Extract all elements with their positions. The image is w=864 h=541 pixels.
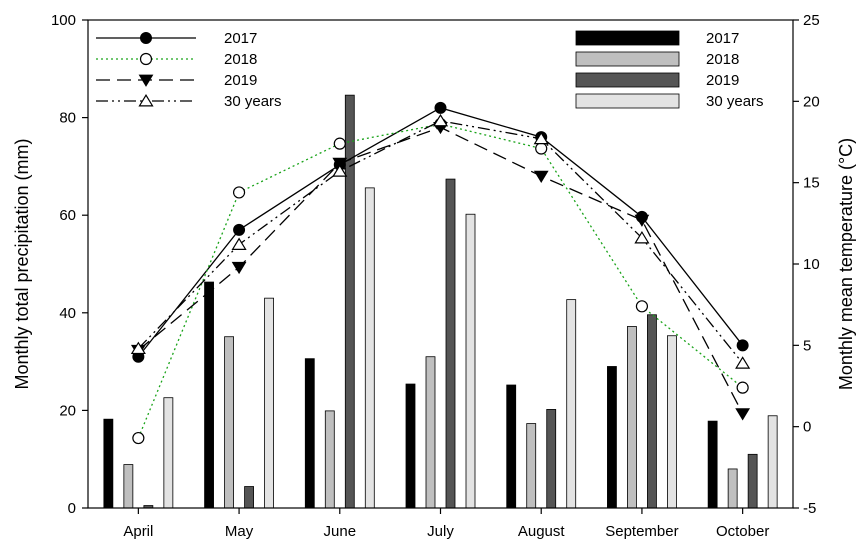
- x-tick-label-october: October: [716, 523, 769, 540]
- x-tick-label-may: May: [225, 523, 254, 540]
- bar-2017-october: [707, 420, 718, 509]
- bar-2018-september: [627, 326, 637, 509]
- bar-2017-august: [506, 384, 517, 509]
- legend-label-line-2017: 2017: [224, 30, 257, 47]
- bar-30-years-august: [566, 299, 577, 509]
- legend-label-bar-2019: 2019: [706, 72, 739, 89]
- point-2019-august: [533, 170, 549, 183]
- point-2019-may: [231, 261, 247, 275]
- y-right-tick-label: 25: [803, 12, 820, 29]
- point-30-years-september: [634, 230, 650, 244]
- bar-30-years-october: [767, 415, 778, 509]
- point-2018-august: [535, 142, 548, 155]
- y-right-tick-label: 15: [803, 175, 820, 192]
- bar-2019-july: [445, 178, 456, 509]
- point-2019-june: [332, 157, 348, 170]
- bar-2019-may: [244, 486, 254, 509]
- point-30-years-june: [332, 164, 348, 177]
- bar-2018-october: [727, 468, 738, 509]
- bar-30-years-september: [667, 335, 677, 509]
- point-2018-may: [232, 186, 246, 199]
- bar-2017-july: [405, 383, 416, 509]
- legend-swatch-2018: [575, 51, 680, 67]
- y-left-tick-label: 60: [59, 207, 76, 224]
- legend-label-line-30-years: 30 years: [224, 93, 282, 110]
- point-2017-october: [736, 339, 749, 352]
- y-left-tick-label: 20: [59, 402, 76, 419]
- legend-marker-2018: [139, 52, 153, 66]
- bar-2019-october: [747, 453, 758, 509]
- legend-marker-2017: [140, 32, 152, 44]
- point-2017-july: [434, 101, 447, 114]
- legend-swatch-30-years: [575, 93, 680, 109]
- bar-2019-august: [546, 409, 557, 509]
- bar-2017-june: [304, 358, 315, 509]
- y-left-tick-label: 0: [68, 500, 76, 517]
- point-2019-october: [735, 408, 751, 421]
- legend-swatch-2017: [575, 30, 680, 46]
- bar-2017-september: [607, 366, 617, 509]
- plot-frame: [87, 19, 794, 509]
- legend-swatch-2019: [575, 72, 680, 88]
- point-2017-may: [233, 223, 246, 236]
- y-right-tick-label: 10: [803, 256, 820, 273]
- y-right-tick-label: 0: [803, 419, 811, 436]
- axes-layer: 0 20 40 60 80 100 -5 0 5 10 15 20 25 April May June July…: [51, 12, 820, 540]
- legend-label-line-2019: 2019: [224, 72, 257, 89]
- point-30-years-august: [533, 131, 549, 145]
- bar-2018-april: [123, 464, 134, 509]
- bar-30-years-april: [163, 397, 174, 509]
- y-right-tick-label: 20: [803, 93, 820, 110]
- y-axis-right-title: Monthly mean temperature (°C): [836, 138, 856, 390]
- y-left-tick-label: 80: [59, 110, 76, 127]
- bar-2018-may: [224, 336, 234, 509]
- point-2018-september: [635, 300, 649, 313]
- point-2018-april: [132, 431, 145, 445]
- y-right-tick-label: 5: [803, 337, 811, 354]
- y-left-tick-label: 100: [51, 12, 76, 29]
- bars-layer: [103, 94, 778, 509]
- bar-2017-may: [204, 281, 214, 509]
- bar-2018-june: [324, 410, 335, 509]
- x-tick-label-september: September: [605, 523, 678, 540]
- bar-2018-august: [526, 423, 537, 509]
- x-tick-label-june: June: [324, 523, 357, 540]
- bar-2019-september: [647, 314, 657, 509]
- bar-30-years-june: [364, 187, 375, 509]
- point-2018-october: [736, 381, 749, 394]
- x-tick-label-july: July: [427, 523, 454, 540]
- point-2019-september: [634, 214, 650, 227]
- bar-2017-april: [103, 418, 114, 509]
- point-30-years-july: [432, 113, 449, 127]
- point-2018-june: [333, 137, 346, 150]
- y-axis-left-title: Monthly total precipitation (mm): [12, 138, 32, 389]
- bar-30-years-july: [465, 213, 476, 509]
- bar-2018-july: [425, 356, 436, 509]
- point-30-years-october: [735, 356, 751, 369]
- legend-label-bar-30-years: 30 years: [706, 93, 764, 110]
- legend-marker-30-years: [138, 93, 154, 107]
- legend-layer: 2017 2018 2019 30 years 2017 2018 2019 30 years: [96, 30, 764, 110]
- point-30-years-april: [130, 341, 146, 355]
- legend-label-line-2018: 2018: [224, 51, 257, 68]
- x-tick-label-august: August: [518, 523, 566, 540]
- legend-marker-2019: [138, 74, 154, 87]
- y-right-tick-label: -5: [803, 500, 816, 517]
- legend-label-bar-2017: 2017: [706, 30, 739, 47]
- point-30-years-may: [231, 237, 247, 250]
- x-tick-label-april: April: [123, 523, 153, 540]
- lines-layer: [130, 101, 751, 445]
- y-left-tick-label: 40: [59, 305, 76, 322]
- legend-label-bar-2018: 2018: [706, 51, 739, 68]
- bar-30-years-may: [264, 297, 274, 509]
